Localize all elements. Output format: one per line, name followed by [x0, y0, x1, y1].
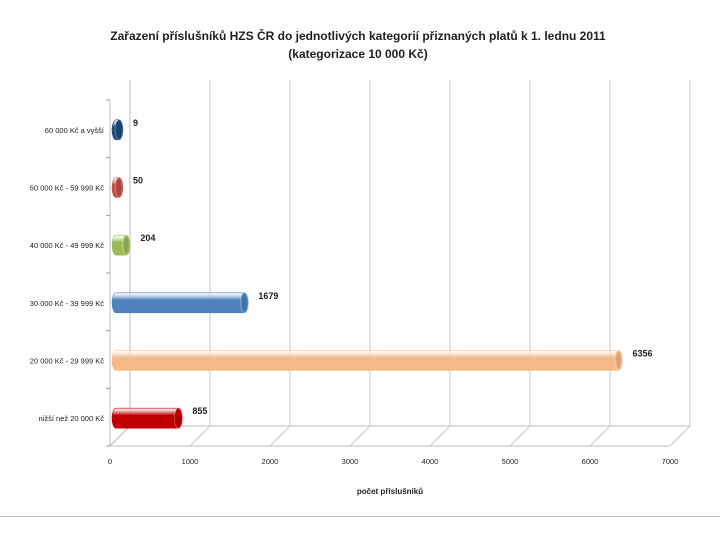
- bar: [111, 350, 623, 371]
- bar-end-shade: [124, 237, 129, 254]
- category-label: 20 000 Kč - 29 999 Kč: [30, 357, 104, 366]
- bar-end-cap: [240, 292, 249, 314]
- data-label: 6356: [632, 349, 652, 359]
- bar-end-shade: [176, 410, 181, 427]
- floor-gridline: [669, 425, 691, 447]
- bottom-divider: [0, 516, 720, 517]
- data-label: 1679: [258, 291, 278, 301]
- bar-end-cap: [114, 119, 124, 141]
- floor-gridline: [589, 425, 611, 447]
- x-tick-label: 7000: [662, 457, 679, 466]
- x-tick-label: 1000: [182, 457, 199, 466]
- floor-gridline: [509, 425, 531, 447]
- bar-end-cap: [114, 177, 124, 198]
- labels: 0 1000 2000 3000 4000 5000 6000 7000 855 nižší ne…: [30, 118, 679, 466]
- x-axis-title: počet příslušníků: [357, 487, 423, 496]
- category-label: nižší než 20 000 Kč: [39, 414, 105, 423]
- bar: [111, 407, 183, 429]
- chart-subtitle: (kategorizace 10 000 Kč): [288, 47, 427, 61]
- bar-end-shade: [116, 121, 122, 138]
- data-label: 9: [133, 118, 138, 128]
- category-label: 60 000 Kč a vyšší: [45, 126, 105, 135]
- axes: [106, 80, 690, 447]
- data-label: 855: [192, 406, 207, 416]
- x-tick-label: 0: [108, 457, 112, 466]
- x-tick-label: 5000: [502, 457, 519, 466]
- bar-end-cap: [122, 234, 131, 256]
- category-label: 50 000 Kč - 59 999 Kč: [30, 184, 104, 193]
- chart-title: Zařazení příslušníků HZS ČR do jednotliv…: [110, 28, 606, 43]
- x-tick-label: 4000: [422, 457, 439, 466]
- x-tick-label: 2000: [262, 457, 279, 466]
- category-label: 40 000 Kč - 49 999 Kč: [30, 241, 104, 250]
- data-label: 50: [133, 176, 143, 186]
- floor-gridline: [349, 425, 371, 447]
- gridlines: [109, 80, 691, 447]
- floor-gridline: [269, 425, 291, 447]
- floor-gridline: [429, 425, 451, 447]
- bar-end-cap: [174, 407, 183, 429]
- data-label: 204: [140, 233, 155, 243]
- floor-gridline: [189, 425, 211, 447]
- bar-end-cap: [614, 350, 623, 371]
- x-tick-label: 3000: [342, 457, 359, 466]
- bar-end-shade: [242, 294, 247, 311]
- side-wall-floor-edge: [109, 425, 131, 447]
- x-tick-label: 6000: [582, 457, 599, 466]
- category-label: 30 000 Kč - 39 999 Kč: [30, 299, 104, 308]
- bar: [111, 292, 249, 314]
- bar-end-shade: [116, 179, 122, 196]
- bar-end-shade: [616, 352, 621, 369]
- bars: [111, 119, 623, 429]
